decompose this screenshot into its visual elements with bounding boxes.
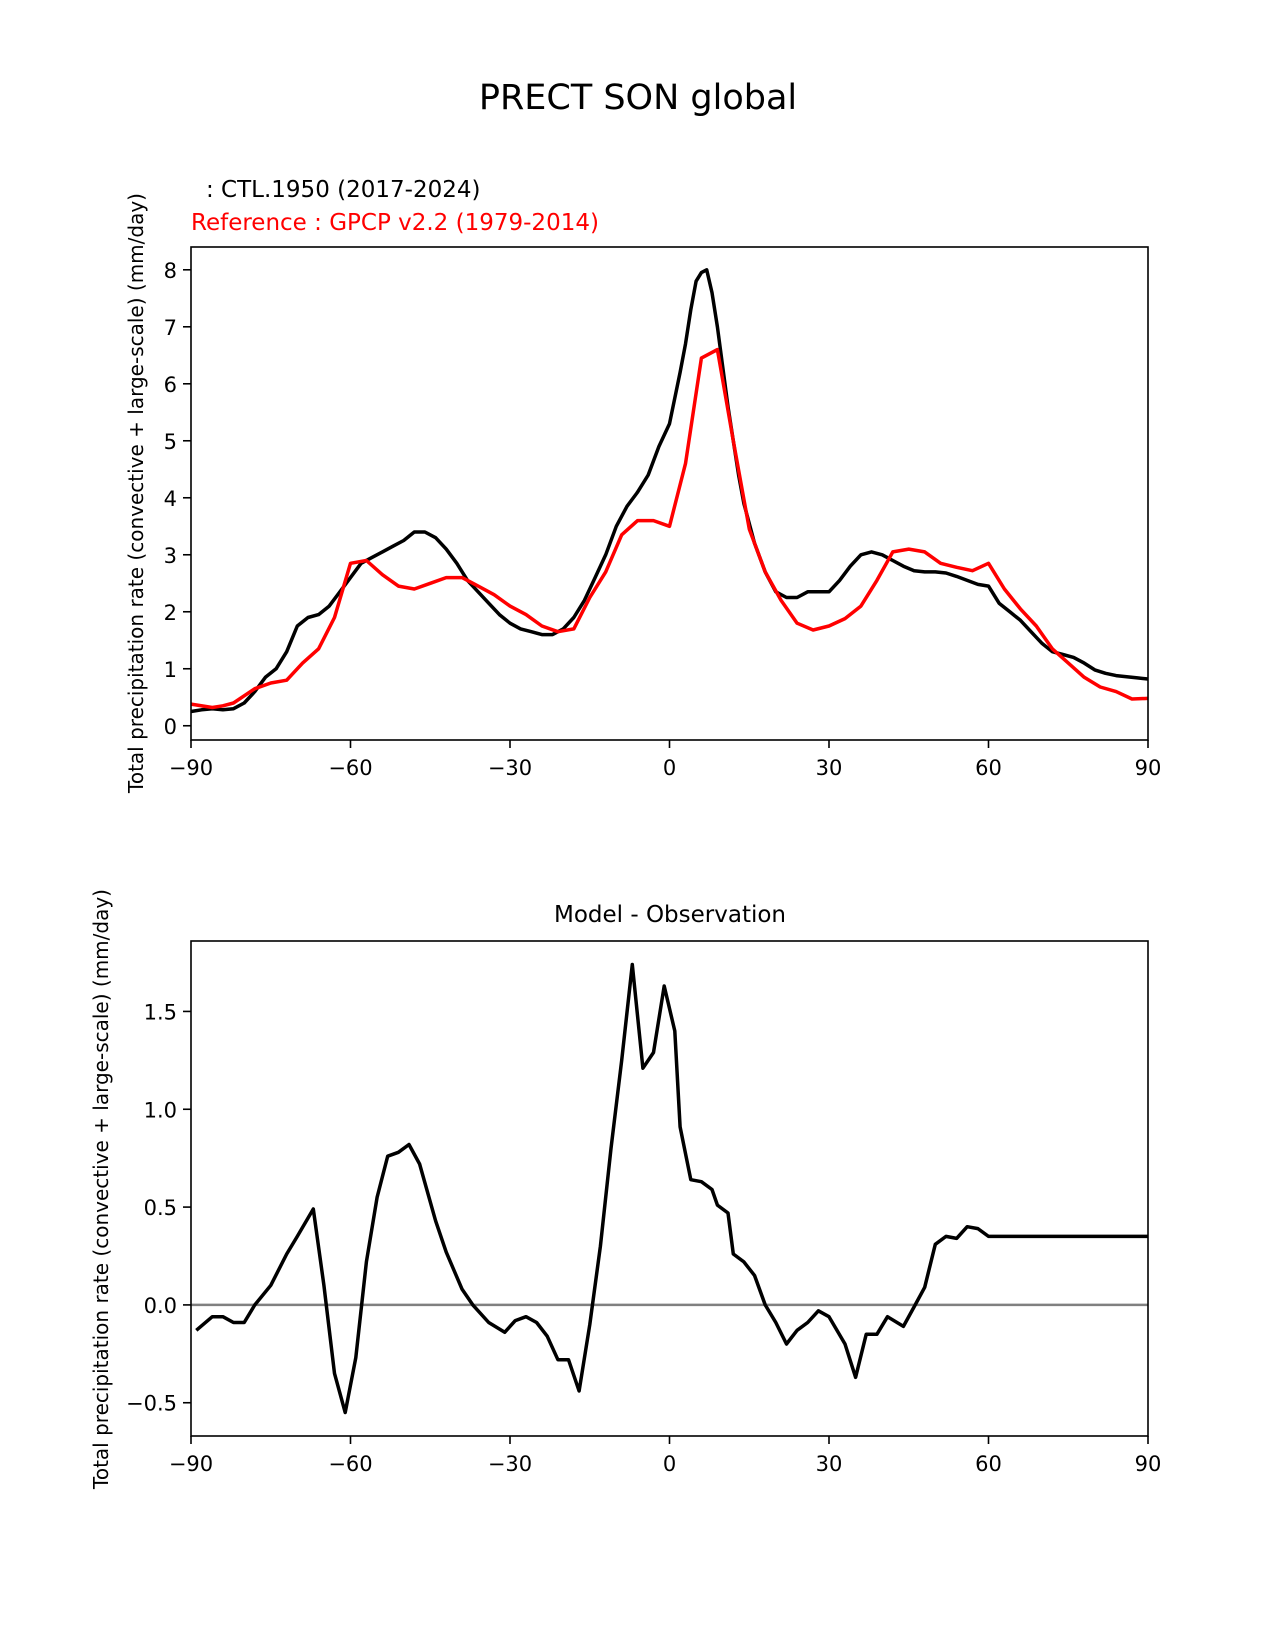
y-tick-label: 8 [164, 259, 177, 283]
y-tick-label: 3 [164, 544, 177, 568]
y-tick-label: 0.0 [144, 1294, 177, 1318]
x-tick-label: −90 [169, 1452, 213, 1476]
y-tick-label: 1.0 [144, 1098, 177, 1122]
y-tick-label: 4 [164, 487, 177, 511]
y-tick-label: 0.5 [144, 1196, 177, 1220]
legend-reference-label: Reference : GPCP v2.2 (1979-2014) [191, 210, 599, 236]
y-tick-label: −0.5 [126, 1392, 177, 1416]
series-line-test [195, 962, 1148, 1415]
x-tick-label: 90 [1135, 756, 1162, 780]
x-tick-label: 0 [663, 756, 676, 780]
x-tick-label: 30 [816, 756, 843, 780]
legend-test-label: : CTL.1950 (2017-2024) [206, 177, 480, 203]
x-tick-label: −60 [328, 756, 372, 780]
y-tick-label: 2 [164, 601, 177, 625]
x-tick-label: 60 [975, 1452, 1002, 1476]
y-tick-label: 0 [164, 715, 177, 739]
x-tick-label: 90 [1135, 1452, 1162, 1476]
panel-top: : CTL.1950 (2017-2024) Reference : GPCP … [124, 177, 1161, 794]
y-tick-label: 7 [164, 316, 177, 340]
series-line-test [190, 268, 1149, 714]
y-axis-label: Total precipitation rate (convective + l… [124, 193, 148, 794]
series-line-reference [190, 347, 1149, 710]
x-tick-label: −30 [488, 756, 532, 780]
x-tick-label: −30 [488, 1452, 532, 1476]
x-tick-label: 60 [975, 756, 1002, 780]
difference-panel-title: Model - Observation [554, 902, 786, 928]
x-tick-label: −60 [328, 1452, 372, 1476]
y-tick-label: 5 [164, 430, 177, 454]
y-tick-label: 1 [164, 658, 177, 682]
panel-bottom: Model - Observation −90 −60 −30 0 30 60 90 −0.5… [89, 889, 1161, 1490]
x-tick-label: 30 [816, 1452, 843, 1476]
x-tick-label: −90 [169, 756, 213, 780]
y-tick-label: 6 [164, 373, 177, 397]
x-tick-label: 0 [663, 1452, 676, 1476]
y-tick-label: 1.5 [144, 1000, 177, 1024]
y-axis-label: Total precipitation rate (convective + l… [89, 889, 113, 1490]
figure-title: PRECT SON global [479, 78, 797, 118]
